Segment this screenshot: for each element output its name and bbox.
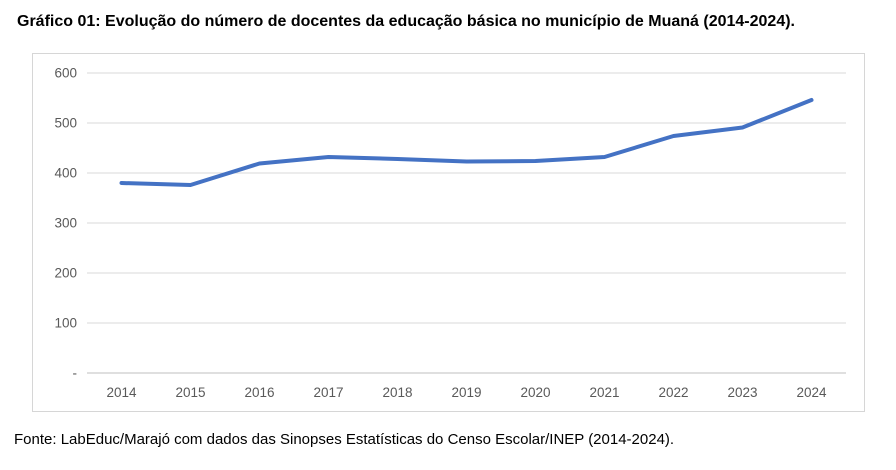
x-tick-label: 2019 (451, 385, 481, 400)
x-tick-label: 2020 (520, 385, 550, 400)
y-tick-label: 400 (54, 166, 77, 181)
y-tick-label: 300 (54, 216, 77, 231)
y-tick-label: 100 (54, 316, 77, 331)
x-tick-label: 2014 (106, 385, 137, 400)
x-tick-label: 2015 (175, 385, 205, 400)
y-tick-label: 600 (54, 66, 77, 81)
chart-caption: Gráfico 01: Evolução do número de docent… (17, 13, 795, 30)
chart-panel: - 100 200 300 400 500 600 2014 2015 2016 2017 2018 2… (32, 53, 865, 412)
x-tick-label: 2022 (658, 385, 688, 400)
x-tick-label: 2016 (244, 385, 274, 400)
source-note: Fonte: LabEduc/Marajó com dados das Sino… (14, 431, 675, 448)
y-tick-label: - (73, 366, 78, 381)
x-tick-label: 2023 (727, 385, 757, 400)
x-tick-label: 2018 (382, 385, 412, 400)
line-chart: - 100 200 300 400 500 600 2014 2015 2016 2017 2018 2… (54, 66, 846, 400)
y-tick-label: 500 (54, 116, 77, 131)
x-tick-label: 2024 (796, 385, 827, 400)
x-tick-label: 2017 (313, 385, 343, 400)
x-tick-label: 2021 (589, 385, 619, 400)
data-series-line (119, 98, 814, 187)
y-tick-label: 200 (54, 266, 77, 281)
